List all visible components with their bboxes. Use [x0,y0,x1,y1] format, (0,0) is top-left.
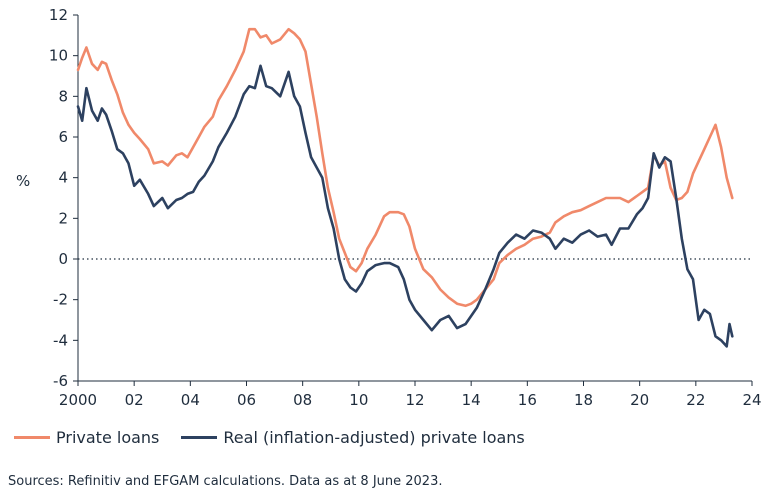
y-tick-label: 12 [49,6,68,24]
x-tick-label: 16 [518,391,537,409]
y-tick-label: -4 [53,331,68,349]
series-line-private-loans [76,27,734,308]
x-tick-label: 10 [349,391,368,409]
y-tick-label: 2 [58,209,68,227]
chart-legend: Private loans Real (inflation-adjusted) … [14,428,525,447]
x-tick-label: 22 [686,391,705,409]
legend-item-private-loans: Private loans [14,428,159,447]
y-tick-label: 6 [58,128,68,146]
source-note: Sources: Refinitiv and EFGAM calculation… [8,474,443,489]
x-tick-label: 20 [630,391,649,409]
x-tick-label: 14 [462,391,481,409]
x-tick-label: 12 [405,391,424,409]
y-tick-label: 4 [58,169,68,187]
x-tick-label: 2000 [59,391,97,409]
x-tick-label: 08 [293,391,312,409]
legend-label-private-loans: Private loans [56,428,160,447]
x-tick-label: 06 [237,391,256,409]
y-axis-label: % [16,172,30,190]
legend-label-real-private-loans: Real (inflation-adjusted) private loans [223,428,525,447]
y-tick-label: 10 [49,47,68,65]
chart-series [76,27,734,348]
y-tick-label: -2 [53,291,68,309]
legend-item-real-private-loans: Real (inflation-adjusted) private loans [181,428,525,447]
legend-swatch-private-loans [14,436,50,439]
x-tick-label: 18 [574,391,593,409]
y-tick-label: 0 [58,250,68,268]
x-tick-label: 04 [181,391,200,409]
y-tick-label: -6 [53,372,68,390]
legend-swatch-real-private-loans [181,436,218,439]
series-line-real-private-loans [76,64,734,348]
x-tick-label: 02 [125,391,144,409]
x-tick-label: 24 [742,391,761,409]
y-tick-label: 8 [58,87,68,105]
